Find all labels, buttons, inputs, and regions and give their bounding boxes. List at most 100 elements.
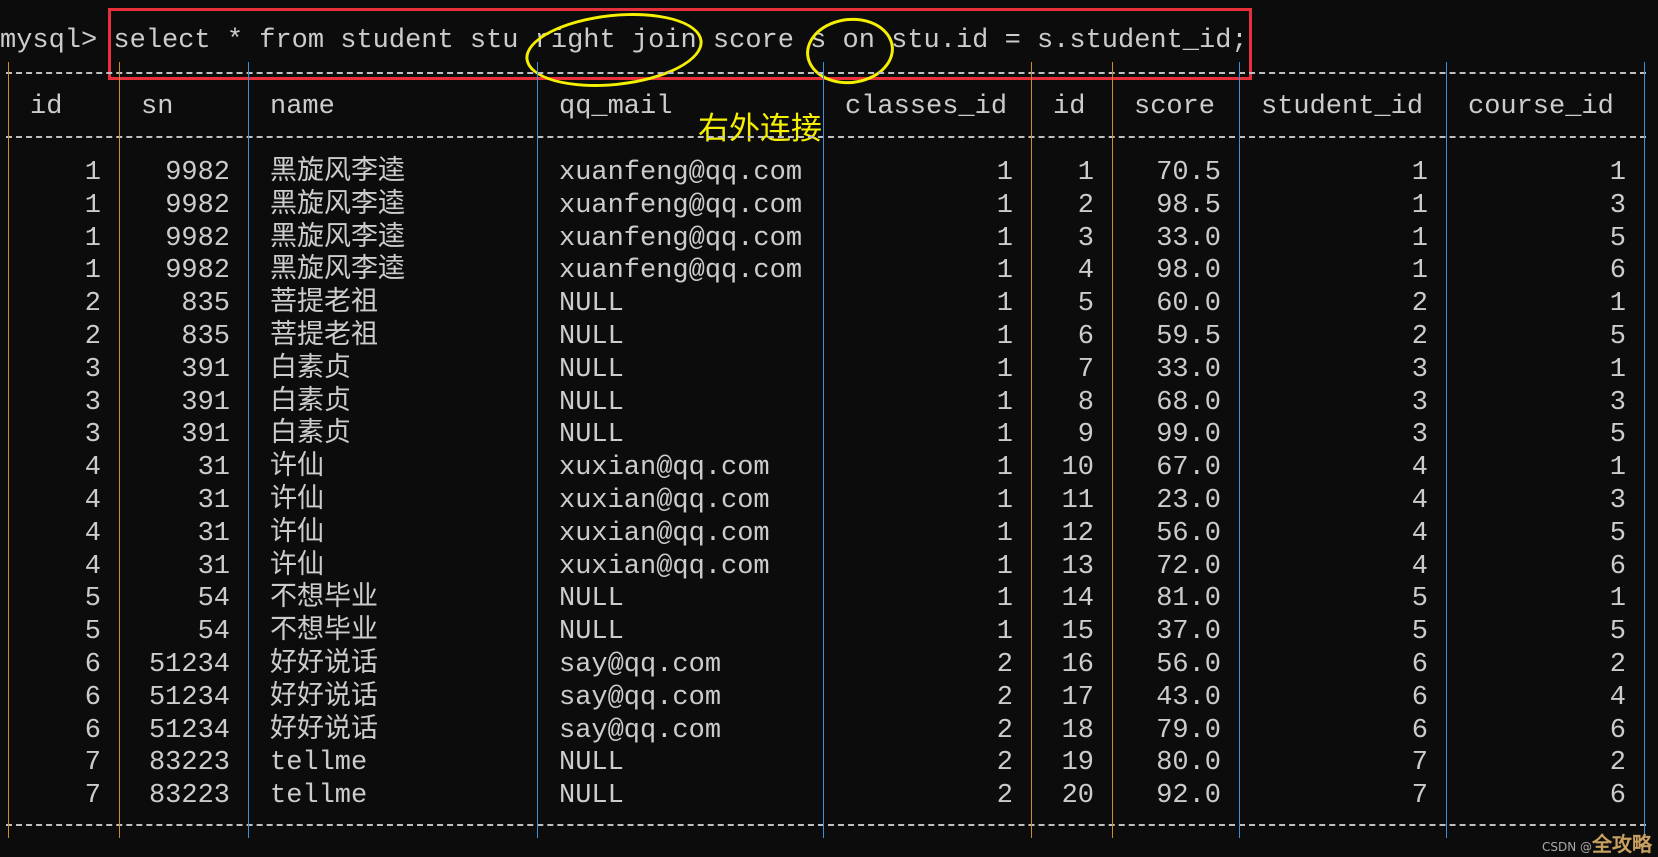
table-cell: 黑旋风李逵 (270, 158, 405, 188)
table-separator (6, 136, 1646, 138)
table-cell: 33.0 (1156, 223, 1221, 254)
column-border (823, 812, 824, 838)
table-cell: 1 (996, 354, 1013, 385)
table-cell: 2 (1411, 289, 1428, 320)
table-cell: NULL (559, 387, 624, 418)
table-cell: 5 (1609, 322, 1626, 352)
table-cell: 4 (1077, 256, 1094, 287)
table-cell: 1 (996, 158, 1013, 188)
column-border (119, 812, 120, 838)
table-cell: 5 (1609, 617, 1626, 648)
table-cell: 1 (996, 486, 1013, 516)
table-cell: 5 (1609, 223, 1626, 254)
column-border (1112, 812, 1113, 838)
table-cell: 1 (996, 518, 1013, 549)
column-header-classes-id: classes_id (845, 92, 1008, 122)
table-cell: tellme (270, 748, 368, 779)
table-cell: 1 (1411, 256, 1428, 287)
table-cell: 许仙 (270, 518, 324, 549)
table-cell: 12 (1061, 518, 1094, 549)
table-cell: xuxian@qq.com (559, 518, 770, 549)
table-cell: 6 (1077, 322, 1094, 352)
table-cell: 1 (996, 256, 1013, 287)
table-cell: 许仙 (270, 551, 324, 582)
table-cell: 37.0 (1156, 617, 1221, 648)
table-cell: 3 (1077, 223, 1094, 254)
table-cell: 2 (996, 650, 1013, 680)
table-cell: 18 (1061, 715, 1094, 746)
table-cell: 4 (1411, 551, 1428, 582)
column-header-qq-mail: qq_mail (559, 92, 673, 122)
column-border (1446, 812, 1447, 838)
table-cell: NULL (559, 781, 624, 812)
table-cell: 1 (1609, 354, 1626, 385)
column-border (8, 62, 9, 150)
table-cell: 3 (1411, 420, 1428, 451)
table-cell: 1 (996, 223, 1013, 254)
table-cell: 1 (84, 256, 101, 287)
column-border (1239, 812, 1240, 838)
column-header-score: score (1134, 92, 1216, 122)
table-cell: 1 (1609, 158, 1626, 188)
table-cell: 4 (1411, 486, 1428, 516)
table-cell: 3 (1609, 486, 1626, 516)
annotation-right-outer-join: 右外连接 (698, 111, 822, 147)
column-border (119, 150, 120, 812)
table-cell: 4 (84, 486, 101, 516)
table-cell: NULL (559, 748, 624, 779)
table-cell: say@qq.com (559, 650, 722, 680)
column-border (1644, 812, 1645, 838)
table-cell: 好好说话 (270, 715, 378, 746)
table-cell: 5 (84, 617, 101, 648)
table-cell: 2 (1411, 322, 1428, 352)
table-cell: 17 (1061, 682, 1094, 713)
table-cell: 54 (197, 584, 230, 615)
table-cell: 5 (1609, 420, 1626, 451)
column-border (1446, 62, 1447, 150)
table-cell: 31 (197, 453, 230, 484)
column-border (537, 812, 538, 838)
column-border (1112, 150, 1113, 812)
column-border (248, 812, 249, 838)
table-cell: 54 (197, 617, 230, 648)
table-cell: 68.0 (1156, 387, 1221, 418)
table-cell: 白素贞 (270, 387, 351, 418)
column-border (1031, 812, 1032, 838)
column-border (1446, 150, 1447, 812)
table-cell: xuanfeng@qq.com (559, 190, 803, 221)
table-cell: xuanfeng@qq.com (559, 158, 803, 188)
table-cell: 好好说话 (270, 650, 378, 680)
table-cell: 5 (84, 584, 101, 615)
table-cell: 67.0 (1156, 453, 1221, 484)
table-cell: 3 (1609, 387, 1626, 418)
table-cell: xuxian@qq.com (559, 551, 770, 582)
table-cell: 1 (996, 387, 1013, 418)
table-cell: 835 (181, 289, 230, 320)
table-cell: 黑旋风李逵 (270, 223, 405, 254)
table-cell: 6 (1609, 781, 1626, 812)
table-cell: 6 (1411, 715, 1428, 746)
table-cell: 1 (996, 420, 1013, 451)
table-cell: 2 (1077, 190, 1094, 221)
table-cell: 3 (1411, 354, 1428, 385)
table-cell: 10 (1061, 453, 1094, 484)
table-cell: 3 (84, 420, 101, 451)
table-cell: 9982 (165, 190, 230, 221)
table-cell: 5 (1411, 617, 1428, 648)
table-cell: 5 (1609, 518, 1626, 549)
table-cell: 51234 (148, 682, 230, 713)
table-cell: 51234 (148, 715, 230, 746)
table-cell: 8 (1077, 387, 1094, 418)
table-cell: 31 (197, 486, 230, 516)
table-cell: 1 (996, 322, 1013, 352)
table-cell: 6 (1411, 650, 1428, 680)
table-cell: say@qq.com (559, 682, 722, 713)
column-border (119, 62, 120, 150)
table-cell: 1 (84, 190, 101, 221)
table-separator (6, 72, 1646, 74)
column-header-student-id: student_id (1261, 92, 1424, 122)
table-cell: xuxian@qq.com (559, 453, 770, 484)
table-cell: 菩提老祖 (270, 322, 378, 352)
table-cell: 33.0 (1156, 354, 1221, 385)
command-line[interactable]: mysql> select * from student stu right j… (0, 28, 1248, 55)
